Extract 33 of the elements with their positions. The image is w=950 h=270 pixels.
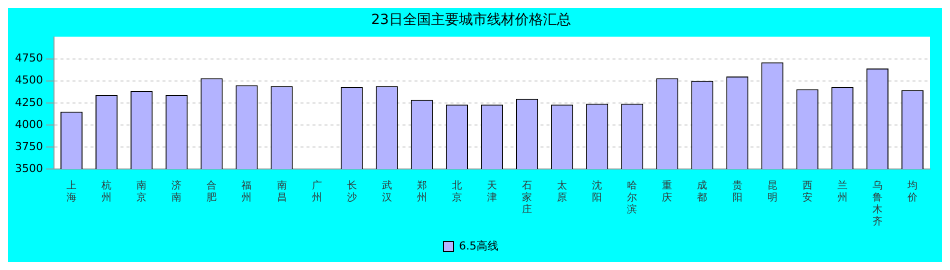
x-tick-label: 上海 (66, 180, 77, 204)
x-tick-label: 南昌 (276, 180, 287, 204)
x-tick-label: 太原 (557, 180, 568, 204)
x-tick-label: 成都 (697, 180, 708, 204)
x-tick-label: 哈尔滨 (627, 180, 638, 216)
x-tick-label: 北京 (452, 180, 462, 204)
x-tick-label: 均价 (906, 180, 918, 204)
x-tick-label: 长沙 (346, 180, 357, 204)
x-tick-label: 福州 (242, 180, 252, 204)
y-tick-label: 4250 (14, 96, 43, 109)
x-tick-label: 昆明 (767, 180, 778, 204)
x-tick-label: 贵阳 (732, 180, 742, 204)
x-tick-label: 合肥 (206, 180, 217, 204)
y-tick-label: 3750 (14, 140, 43, 153)
x-tick-label: 天津 (486, 180, 497, 204)
x-tick-label: 杭州 (100, 180, 112, 204)
x-tick-label: 乌鲁木齐 (872, 180, 882, 228)
x-tick-label: 武汉 (382, 180, 392, 204)
y-tick-label: 4750 (14, 52, 43, 65)
x-tick-label: 广州 (312, 180, 322, 204)
y-tick-label: 3500 (14, 162, 43, 175)
x-tick-label: 重庆 (662, 180, 672, 204)
chart-title: 23日全国主要城市线材价格汇总 (371, 12, 571, 28)
x-tick-label: 西安 (802, 180, 812, 204)
y-tick-label: 4500 (14, 74, 43, 87)
x-tick-label: 兰州 (837, 180, 848, 204)
x-tick-label: 济南 (172, 180, 182, 204)
x-tick-label: 南京 (136, 180, 147, 204)
x-tick-label: 石家庄 (522, 180, 532, 216)
x-tick-label: 郑州 (416, 180, 427, 204)
y-tick-label: 4000 (14, 118, 43, 131)
x-tick-label: 沈阳 (592, 180, 602, 204)
legend-label: 6.5高线 (459, 239, 499, 252)
